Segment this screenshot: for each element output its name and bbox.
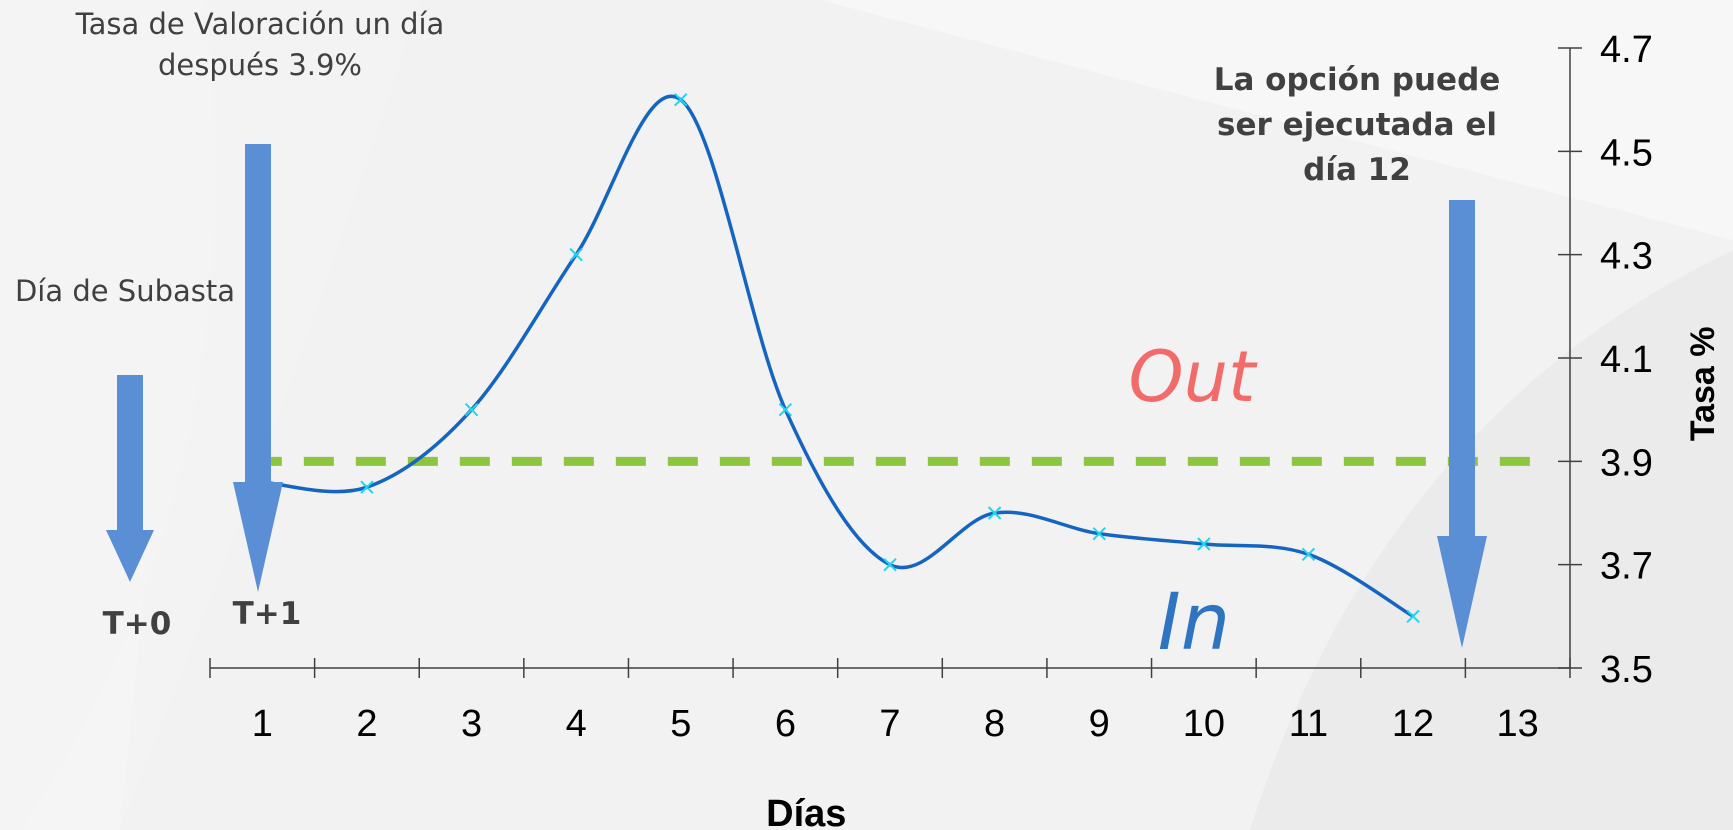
data-point-marker [360,480,374,494]
data-point-marker [1197,537,1211,551]
series-layer [255,92,1420,624]
t0-arrow [106,375,154,582]
x-tick-label: 4 [566,703,587,745]
axes: 1 2 3 4 5 6 7 8 9 10 11 12 13Días3.53.73.94.14.34.54… [209,29,1722,830]
data-point-marker [464,402,479,417]
x-axis-label: Días [766,793,846,830]
valuation-rate-annotation: Tasa de Valoración un día después 3.9% [75,7,445,82]
y-tick-label: 3.7 [1600,546,1653,588]
x-tick-label: 2 [356,703,377,745]
data-point-marker [1092,526,1106,541]
data-point-marker [569,247,583,262]
y-axis-label: Tasa % [1684,327,1722,442]
exercise-annotation: La opción puede ser ejecutada el día 12 [1213,62,1501,188]
y-tick-label: 4.5 [1600,132,1653,174]
arrows-layer [106,144,1487,648]
x-tick-label: 8 [984,703,1005,745]
t1-label: T+1 [232,596,302,632]
data-point-marker [778,402,793,417]
in-zone-label: In [1157,578,1231,668]
y-tick-label: 4.3 [1600,236,1653,278]
x-tick-label: 9 [1089,703,1110,745]
x-tick-label: 5 [670,703,691,745]
x-tick-label: 12 [1392,703,1434,745]
y-tick-label: 3.5 [1600,649,1653,691]
x-tick-label: 7 [879,703,900,745]
x-tick-label: 3 [461,703,482,745]
x-tick-label: 1 [252,703,273,745]
y-tick-label: 3.9 [1600,442,1653,484]
x-tick-label: 6 [775,703,796,745]
t1-arrow [233,144,283,592]
auction-day-annotation: Día de Subasta [14,274,236,308]
data-point-marker [987,506,1002,520]
out-zone-label: Out [1128,336,1256,418]
x-tick-label: 10 [1183,703,1225,745]
t0-label: T+0 [102,606,172,642]
y-tick-label: 4.1 [1600,339,1653,381]
x-tick-label: 11 [1289,703,1328,745]
exercise-arrow [1437,200,1487,648]
data-point-marker [1406,609,1420,624]
y-tick-label: 4.7 [1600,29,1653,71]
data-point-marker [883,557,897,572]
x-tick-label: 13 [1497,703,1539,745]
data-point-marker [1301,547,1316,562]
data-point-marker [674,92,688,107]
